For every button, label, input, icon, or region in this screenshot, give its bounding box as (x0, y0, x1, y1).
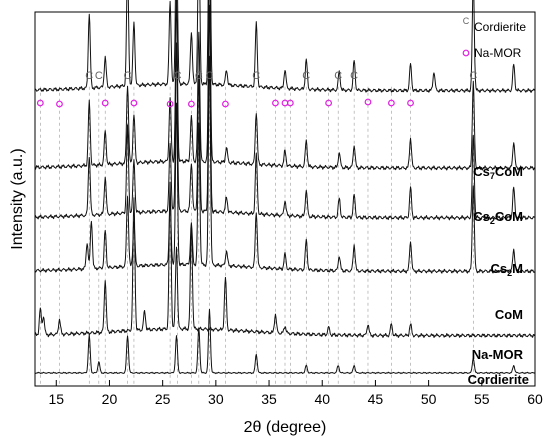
na-mor-marker (325, 99, 333, 107)
na-mor-marker (272, 99, 279, 107)
na-mor-marker (56, 100, 63, 108)
cordierite-marker: C (252, 70, 260, 82)
diffraction-traces (34, 0, 536, 375)
x-tick-label: 25 (155, 391, 171, 407)
legend-na-mor-symbol (462, 49, 470, 57)
trace-cs2m (34, 4, 536, 221)
na-mor-marker (36, 99, 44, 107)
na-mor-marker (387, 99, 395, 107)
na-mor-marker (222, 100, 229, 108)
x-tick-label: 60 (527, 391, 543, 407)
x-tick-label: 20 (102, 391, 118, 407)
cordierite-marker: C (205, 70, 213, 82)
x-tick-label: 30 (208, 391, 224, 407)
legend-cordierite-symbol: C (463, 16, 470, 26)
series-label-cs2m: Cs2M (491, 261, 523, 278)
na-mor-marker (364, 98, 372, 106)
trace-cs2com (34, 0, 536, 171)
plot-frame (34, 11, 536, 387)
x-tick-label: 45 (368, 391, 384, 407)
na-mor-marker (101, 99, 109, 107)
legend: C Cordierite Na-MOR (462, 16, 526, 60)
x-tick-label: 35 (261, 391, 277, 407)
trace-com (34, 55, 536, 274)
cordierite-marker: C (469, 70, 477, 82)
legend-na-mor-label: Na-MOR (474, 46, 522, 60)
na-mor-marker (286, 99, 294, 107)
series-label-cordierite: Cordierite (468, 372, 529, 387)
series-label-com: CoM (495, 307, 523, 322)
x-tick-label: 50 (421, 391, 437, 407)
series-label-cs2com: Cs2CoM (473, 209, 523, 226)
na-mor-marker (407, 99, 414, 107)
na-mor-marker (130, 99, 138, 107)
cordierite-marker: C (302, 70, 310, 82)
cordierite-marker: C (85, 70, 93, 82)
series-label-na-mor: Na-MOR (472, 347, 524, 362)
trace-cs7com (34, 0, 536, 93)
series-labels: Cs7CoM Cs2CoM Cs2M CoM Na-MOR Cordierite (468, 164, 529, 387)
trace-na-mor (34, 181, 536, 338)
legend-cordierite-label: Cordierite (474, 20, 526, 34)
x-tick-label: 15 (48, 391, 64, 407)
na-mor-marker (166, 100, 174, 108)
series-label-cs7com: Cs7CoM (473, 164, 523, 181)
x-tick-label: 40 (314, 391, 330, 407)
y-axis-title: Intensity (a.u.) (9, 148, 26, 249)
cordierite-marker: C (174, 70, 182, 82)
x-axis-title: 2θ (degree) (244, 419, 327, 436)
na-mor-marker (187, 100, 195, 108)
cordierite-marker: C (334, 70, 342, 82)
x-tick-label: 55 (474, 391, 490, 407)
trace-cordierite (34, 308, 536, 375)
cordierite-marker: C (95, 70, 103, 82)
axes: 15 20 25 30 35 40 45 50 55 60 2θ (degree) Intensity… (9, 11, 543, 436)
cordierite-marker: C (124, 70, 132, 82)
cordierite-marker: C (350, 70, 358, 82)
cordierite-marker: C (195, 70, 203, 82)
